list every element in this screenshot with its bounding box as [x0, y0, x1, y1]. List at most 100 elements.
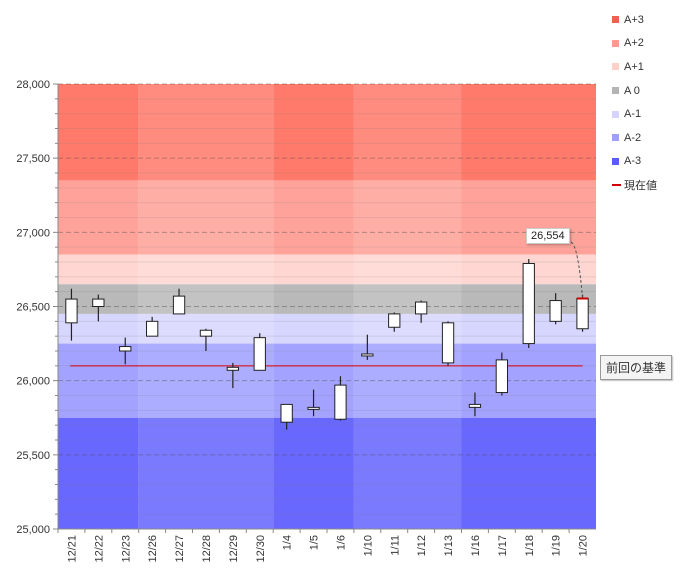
- x-tick-label: 1/20: [578, 535, 590, 556]
- band-A+2: [353, 180, 462, 255]
- legend-item: A 0: [612, 79, 657, 103]
- legend-item: 現在値: [612, 173, 657, 197]
- candle-body: [199, 329, 213, 337]
- legend-swatch: [612, 16, 619, 24]
- candle-body: [495, 359, 508, 394]
- legend-item: A-1: [612, 102, 657, 126]
- candle-body: [253, 337, 266, 371]
- candle-12/27: [172, 288, 186, 315]
- x-tick-label: 1/4: [282, 535, 294, 550]
- candle-body: [415, 301, 428, 315]
- band-A+3: [138, 84, 274, 181]
- candle-12/28: [199, 328, 213, 351]
- legend-label: A+1: [624, 60, 644, 73]
- x-tick-label: 1/5: [309, 535, 321, 550]
- legend-label: A+3: [624, 13, 644, 26]
- band-A+3: [461, 84, 596, 181]
- band-A+3: [353, 84, 462, 181]
- candle-1/4: [280, 403, 293, 430]
- candle-1/5: [307, 389, 320, 417]
- candle-1/12: [415, 300, 428, 323]
- band-A+2: [138, 180, 274, 255]
- candle-body: [119, 346, 132, 352]
- band-A+1: [58, 254, 139, 285]
- legend-item: A+1: [612, 55, 657, 79]
- current-value-label: 26,554: [526, 228, 570, 244]
- band-A+1: [138, 254, 274, 285]
- x-tick-label: 1/17: [497, 535, 509, 556]
- x-tick-label: 1/11: [389, 535, 401, 556]
- candle-body: [549, 300, 562, 322]
- x-tick-label: 12/28: [201, 535, 213, 563]
- candle-12/21: [65, 288, 78, 341]
- candle-body: [146, 320, 159, 337]
- candle-1/19: [549, 293, 562, 325]
- candle-1/6: [334, 376, 347, 421]
- y-tick-label: 26,500: [16, 302, 50, 314]
- legend: A+3 A+2 A+1 A 0 A-1 A-2 A-3 現在値: [612, 8, 657, 197]
- band-A-1: [273, 313, 354, 344]
- reference-line-callout: 前回の基準: [600, 355, 673, 380]
- candle-body: [307, 406, 320, 410]
- candle-1/10: [361, 334, 374, 360]
- band-A+2: [273, 180, 354, 255]
- candle-body: [280, 403, 293, 423]
- x-tick-label: 1/6: [335, 535, 347, 550]
- candle-body: [441, 322, 455, 364]
- candle-12/23: [119, 337, 132, 365]
- legend-item: A-3: [612, 150, 657, 174]
- band-A0: [273, 284, 354, 314]
- x-tick-label: 1/13: [443, 535, 455, 556]
- legend-item: A+3: [612, 8, 657, 32]
- legend-swatch: [612, 134, 619, 142]
- candle-body: [468, 403, 482, 408]
- candle-12/30: [253, 333, 266, 371]
- candle-body: [522, 262, 535, 345]
- band-A+1: [273, 254, 354, 285]
- legend-swatch: [612, 110, 619, 118]
- candles: [65, 259, 589, 430]
- candle-body: [334, 384, 347, 420]
- band-A-3: [461, 417, 596, 529]
- y-tick-label: 27,500: [16, 153, 50, 165]
- band-A-3: [273, 417, 354, 529]
- legend-swatch: [612, 87, 619, 95]
- candle-body: [576, 297, 589, 330]
- candle-1/17: [495, 352, 508, 396]
- candle-body: [92, 298, 105, 308]
- legend-item: A-2: [612, 126, 657, 150]
- legend-swatch: [612, 183, 621, 186]
- y-axis: 25,000 25,500 26,000 26,500 27,000 27,500 28,0…: [16, 79, 59, 536]
- current-value-pointer: [570, 241, 589, 300]
- x-tick-label: 12/29: [228, 535, 240, 563]
- legend-swatch: [612, 63, 619, 71]
- band-A-3: [353, 417, 462, 529]
- candle-body: [65, 298, 78, 324]
- y-tick-label: 27,000: [16, 227, 50, 239]
- legend-label: A-1: [624, 108, 642, 121]
- band-A0: [353, 284, 462, 314]
- candle-body: [361, 353, 374, 357]
- x-tick-label: 1/16: [470, 535, 482, 556]
- legend-swatch: [612, 39, 619, 47]
- legend-label: A-3: [624, 155, 642, 168]
- band-A+1: [353, 254, 462, 285]
- x-axis: 12/21 12/22 12/23 12/26 12/27 12/28 12/29 12/30…: [57, 528, 596, 563]
- candle-body: [226, 366, 239, 371]
- band-A+3: [58, 84, 139, 181]
- legend-item: A+2: [612, 32, 657, 56]
- x-tick-label: 12/30: [255, 535, 267, 563]
- y-tick-label: 25,000: [16, 524, 50, 536]
- x-tick-label: 1/19: [551, 535, 563, 556]
- band-A0: [138, 284, 274, 314]
- x-tick-label: 12/21: [66, 535, 78, 563]
- candle-body: [388, 313, 401, 328]
- pointer-line: [570, 241, 584, 299]
- y-tick-label: 26,000: [16, 376, 50, 388]
- band-A-3: [138, 417, 274, 529]
- candle-12/26: [146, 316, 159, 337]
- legend-label: A+2: [624, 37, 644, 50]
- candle-12/29: [226, 362, 239, 389]
- band-A-2: [138, 343, 274, 418]
